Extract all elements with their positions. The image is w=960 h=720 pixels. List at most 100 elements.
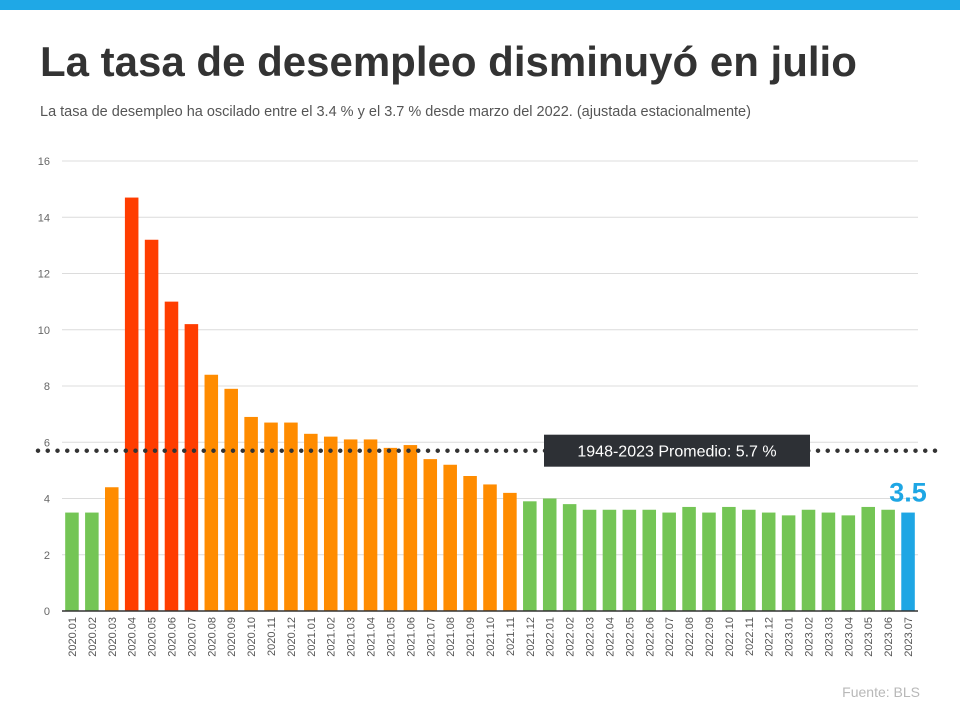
average-label-box [544, 434, 810, 467]
bar [443, 464, 457, 611]
x-tick-label: 2022.06 [644, 617, 656, 657]
average-label: 1948-2023 Promedio: 5.7 % [577, 444, 776, 461]
x-tick-label: 2021.03 [346, 617, 358, 657]
bar [821, 512, 836, 611]
bar [383, 447, 398, 611]
x-tick-label: 2020.12 [286, 617, 298, 657]
x-tick-label: 2021.07 [425, 617, 437, 657]
bar [523, 501, 537, 611]
x-tick-label: 2020.01 [67, 617, 79, 657]
bar [323, 436, 338, 611]
y-tick-label: 16 [38, 156, 50, 168]
x-tick-label: 2023.05 [863, 617, 875, 657]
bar [284, 422, 298, 611]
x-tick-label: 2020.04 [127, 617, 139, 657]
y-tick-label: 14 [38, 212, 50, 224]
x-tick-label: 2023.03 [823, 617, 835, 657]
x-tick-label: 2022.04 [604, 617, 616, 657]
x-tick-label: 2023.02 [804, 617, 816, 657]
x-tick-label: 2023.01 [784, 617, 796, 657]
x-tick-label: 2020.11 [266, 617, 278, 656]
bar [901, 512, 915, 611]
bar [582, 509, 597, 611]
x-tick-label: 2020.09 [226, 617, 238, 657]
x-tick-label: 2022.01 [545, 617, 557, 657]
x-tick-label: 2021.11 [505, 617, 517, 656]
x-tick-label: 2021.12 [525, 617, 537, 657]
bar [562, 504, 577, 611]
bar [164, 301, 179, 611]
x-tick-label: 2022.02 [565, 617, 577, 657]
x-tick-label: 2020.03 [107, 617, 119, 657]
x-tick-label: 2022.08 [684, 617, 696, 657]
x-tick-label: 2022.09 [704, 617, 716, 657]
y-tick-label: 8 [44, 381, 50, 393]
chart-title: La tasa de desempleo disminuyó en julio [40, 38, 857, 85]
bar [124, 197, 139, 611]
chart-subtitle: La tasa de desempleo ha oscilado entre e… [40, 104, 751, 120]
y-tick-label: 12 [38, 269, 50, 281]
bar [423, 459, 438, 611]
x-tick-label: 2022.10 [724, 617, 736, 657]
x-tick-label: 2020.05 [147, 617, 159, 657]
x-tick-label: 2023.06 [883, 617, 895, 657]
x-tick-label: 2021.08 [445, 617, 457, 657]
x-tick-label: 2020.07 [186, 617, 198, 657]
top-accent-bar [0, 0, 960, 10]
x-tick-label: 2023.04 [843, 617, 855, 657]
bar [244, 416, 258, 611]
bar [761, 512, 776, 611]
x-tick-label: 2020.08 [206, 617, 218, 657]
latest-value-callout: 3.5 [889, 478, 927, 508]
x-tick-label: 2022.11 [744, 617, 756, 656]
x-tick-label: 2021.10 [485, 617, 497, 657]
y-tick-label: 2 [44, 550, 50, 562]
x-tick-label: 2021.09 [465, 617, 477, 657]
bar [602, 509, 617, 611]
bar [463, 476, 477, 611]
y-tick-label: 6 [44, 437, 50, 449]
bar [622, 509, 637, 611]
bar [702, 512, 716, 611]
bar [881, 509, 895, 611]
bar [483, 484, 497, 611]
bar [662, 512, 676, 611]
x-tick-label: 2022.03 [585, 617, 597, 657]
y-tick-label: 4 [44, 494, 50, 506]
source-note: Fuente: BLS [842, 684, 920, 700]
bar [144, 239, 159, 611]
bar [801, 509, 816, 611]
x-tick-label: 2021.02 [326, 617, 338, 657]
bar [503, 492, 517, 611]
bar [343, 439, 358, 611]
bar [742, 509, 756, 611]
bar [542, 498, 557, 611]
bar [104, 487, 119, 611]
y-tick-label: 0 [44, 606, 50, 618]
bar [224, 388, 238, 611]
bar [841, 515, 856, 611]
x-tick-label: 2021.06 [405, 617, 417, 657]
x-tick-label: 2022.12 [764, 617, 776, 657]
x-tick-label: 2021.04 [366, 617, 378, 657]
bar [264, 422, 278, 611]
x-tick-label: 2020.10 [246, 617, 258, 657]
bar [184, 324, 199, 611]
bar [642, 509, 657, 611]
x-tick-label: 2020.06 [166, 617, 178, 657]
y-tick-label: 10 [38, 325, 50, 337]
bar [682, 506, 696, 611]
bar [204, 374, 219, 611]
bar [722, 506, 736, 611]
x-tick-label: 2021.05 [385, 617, 397, 657]
x-tick-label: 2021.01 [306, 617, 318, 657]
x-tick-label: 2023.07 [903, 617, 915, 657]
bar [85, 512, 99, 611]
x-tick-label: 2022.05 [624, 617, 636, 657]
bar [403, 445, 418, 611]
bar [65, 512, 79, 611]
bar [363, 439, 378, 611]
bar [781, 515, 796, 611]
bar [861, 506, 876, 611]
